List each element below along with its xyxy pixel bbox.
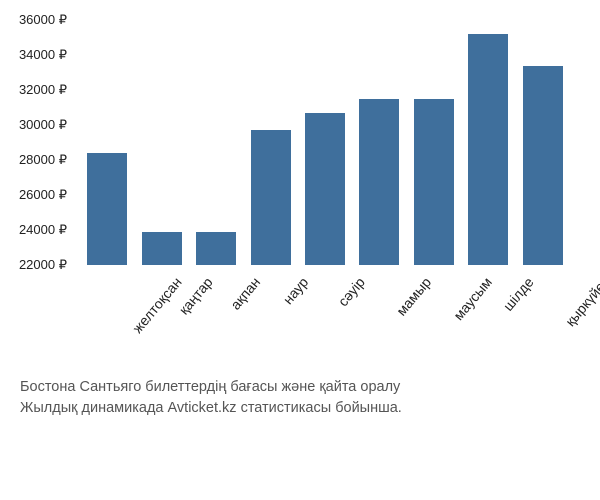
bar: [414, 99, 454, 265]
y-tick-label: 30000 ₽: [19, 117, 67, 133]
x-category-label: шілде: [500, 274, 537, 314]
x-axis: желтоқсанқаңтарақпаннаурсәуірмамырмаусым…: [80, 268, 570, 388]
x-category-label: қыркүйек: [562, 274, 600, 329]
y-tick-label: 22000 ₽: [19, 257, 67, 273]
y-axis: 22000 ₽24000 ₽26000 ₽28000 ₽30000 ₽32000…: [0, 20, 75, 265]
bar: [359, 99, 399, 265]
bar: [87, 153, 127, 265]
y-tick-label: 36000 ₽: [19, 12, 67, 28]
x-category-label: маусым: [450, 274, 495, 323]
y-tick-label: 34000 ₽: [19, 47, 67, 63]
bar: [196, 232, 236, 265]
x-category-label: наур: [279, 274, 311, 307]
y-tick-label: 32000 ₽: [19, 82, 67, 98]
caption-line-1: Бостона Сантьяго билеттердің бағасы және…: [20, 377, 580, 399]
bar: [142, 232, 182, 265]
x-category-label: ақпан: [227, 274, 263, 313]
bar: [468, 34, 508, 265]
y-tick-label: 24000 ₽: [19, 222, 67, 238]
bar-chart: [80, 20, 570, 265]
caption-line-2: Жылдық динамикада Avticket.kz статистика…: [20, 398, 580, 420]
x-category-label: мамыр: [393, 274, 434, 319]
bar: [523, 66, 563, 266]
bar: [251, 130, 291, 265]
y-tick-label: 28000 ₽: [19, 152, 67, 168]
chart-caption: Бостона Сантьяго билеттердің бағасы және…: [20, 377, 580, 421]
bar: [305, 113, 345, 265]
bars-group: [80, 20, 570, 265]
y-tick-label: 26000 ₽: [19, 187, 67, 203]
x-category-label: сәуір: [335, 274, 368, 309]
